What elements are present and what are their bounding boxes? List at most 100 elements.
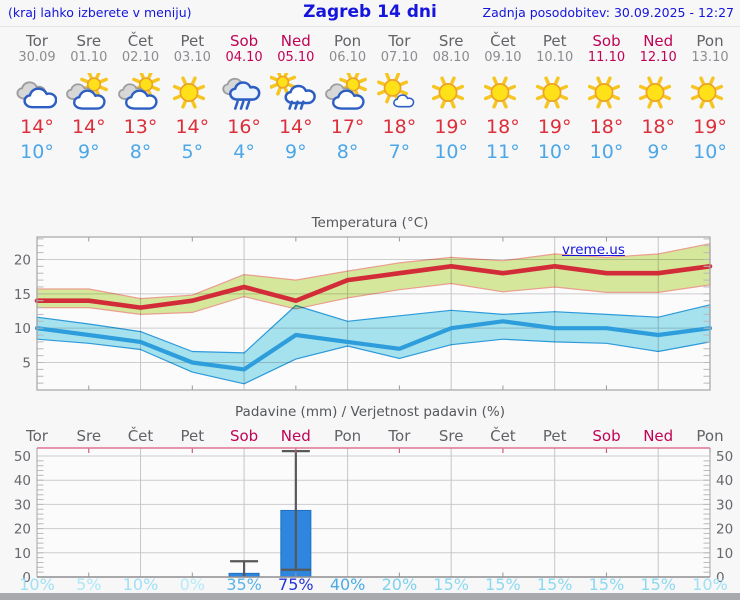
precip-probability: 10% [692, 575, 728, 594]
min-temperature: 8° [129, 141, 152, 163]
sunny-icon [477, 73, 529, 113]
svg-text:10: 10 [716, 546, 733, 562]
precip-probability: 15% [433, 575, 469, 594]
sunny-icon [425, 73, 477, 113]
min-temperature: 8° [336, 141, 359, 163]
precip-probability: 20% [381, 575, 418, 594]
max-temperature: 19° [693, 116, 727, 138]
precip-probability: 15% [485, 575, 521, 594]
day-column: Pet 03.10 14° 5° [166, 32, 218, 164]
precip-day-label: Pon [696, 427, 724, 445]
day-column: Sob 11.10 18° 10° [581, 32, 633, 164]
partly-cloudy-icon [63, 73, 115, 113]
svg-text:10: 10 [14, 321, 31, 337]
max-temperature: 14° [278, 116, 313, 138]
min-temperature: 11° [486, 141, 520, 163]
cloudy-icon [11, 73, 63, 113]
day-date: 01.10 [70, 50, 108, 65]
vreme-link[interactable]: vreme.us [562, 242, 625, 258]
page-title: Zagreb 14 dni [303, 2, 437, 22]
precip-day-label: Sob [592, 427, 621, 445]
day-date: 04.10 [225, 50, 263, 65]
day-name: Pet [180, 32, 205, 50]
max-temperature: 18° [641, 116, 676, 138]
precip-day-label: Ned [643, 427, 674, 445]
partly-cloudy-icon [322, 73, 374, 113]
max-temperature: 18° [382, 116, 417, 138]
day-date: 06.10 [328, 50, 367, 65]
day-name: Sre [438, 32, 464, 50]
precip-probability: 0% [179, 575, 205, 594]
day-column: Čet 09.10 18° 11° [477, 32, 529, 164]
day-name: Pon [333, 32, 362, 50]
day-name: Sre [76, 32, 102, 50]
partly-cloudy-icon [115, 73, 167, 113]
precip-probability: 10% [19, 575, 55, 594]
svg-text:30: 30 [716, 497, 733, 513]
precip-day-label: Sre [76, 427, 102, 445]
min-temperature: 4° [233, 141, 255, 163]
min-temperature: 10° [537, 141, 572, 163]
precip-probability: 35% [226, 575, 262, 594]
min-temperature: 5° [181, 141, 204, 163]
min-temperature: 9° [647, 141, 669, 163]
header-separator [0, 26, 740, 27]
day-column: Sre 01.10 14° 9° [63, 32, 115, 164]
menu-hint: (kraj lahko izberete v meniju) [8, 5, 192, 20]
sunny-icon [632, 73, 684, 113]
day-column: Sob 04.10 16° 4° [218, 32, 270, 164]
precip-day-label: Čet [490, 427, 516, 445]
max-temperature: 19° [434, 116, 469, 138]
day-date: 09.10 [484, 50, 522, 65]
svg-text:15: 15 [14, 287, 31, 303]
max-temperature: 14° [175, 116, 210, 138]
precip-probability: 15% [640, 575, 676, 594]
precip-day-label: Ned [280, 427, 311, 445]
svg-text:30: 30 [14, 497, 31, 513]
precip-day-label: Sob [229, 427, 259, 445]
min-temperature: 10° [20, 141, 54, 163]
max-temperature: 16° [227, 116, 261, 138]
precip-probability: 15% [536, 575, 573, 594]
day-date: 03.10 [173, 50, 211, 65]
precip-day-label: Pet [542, 427, 567, 445]
max-temperature: 18° [589, 116, 624, 138]
svg-text:50: 50 [14, 449, 31, 465]
max-temperature: 19° [537, 116, 572, 138]
day-column: Pon 13.10 19° 10° [684, 32, 736, 164]
precip-day-label: Pet [180, 427, 205, 445]
precip-day-label: Pon [333, 427, 362, 445]
svg-text:10: 10 [14, 546, 31, 562]
svg-text:50: 50 [716, 449, 733, 465]
max-temperature: 18° [486, 116, 520, 138]
day-name: Tor [388, 32, 411, 50]
precipitation-chart: 0 0 10 10 20 20 30 30 40 40 50 50 [14, 447, 733, 586]
day-date: 08.10 [432, 50, 470, 65]
precip-probability: 10% [122, 575, 159, 594]
day-date: 10.10 [536, 50, 574, 65]
bottom-bar [0, 593, 740, 600]
min-temperature: 10° [693, 141, 727, 163]
day-name: Sob [229, 32, 259, 50]
precip-chart-title: Padavine (mm) / Verjetnost padavin (%) [235, 404, 505, 420]
precip-probability: 15% [588, 575, 625, 594]
svg-text:0: 0 [716, 570, 725, 586]
precip-day-label: Tor [388, 427, 411, 445]
day-column: Čet 02.10 13° 8° [115, 32, 167, 164]
day-date: 11.10 [587, 50, 626, 65]
day-name: Pon [696, 32, 724, 50]
precip-probability: 75% [278, 575, 314, 594]
min-temperature: 9° [78, 141, 100, 163]
temp-chart-title: Temperatura (°C) [311, 215, 429, 231]
day-column: Sre 08.10 19° 10° [425, 32, 477, 164]
svg-text:40: 40 [716, 473, 733, 489]
svg-text:20: 20 [716, 522, 733, 538]
day-column: Tor 30.09 14° 10° [11, 32, 63, 164]
svg-text:5: 5 [22, 356, 31, 372]
precip-probability: 5% [76, 575, 102, 594]
sunny-icon [684, 73, 736, 113]
day-name: Pet [542, 32, 567, 50]
precip-probability: 40% [329, 575, 366, 594]
svg-text:0: 0 [22, 570, 31, 586]
max-temperature: 13° [123, 116, 158, 138]
